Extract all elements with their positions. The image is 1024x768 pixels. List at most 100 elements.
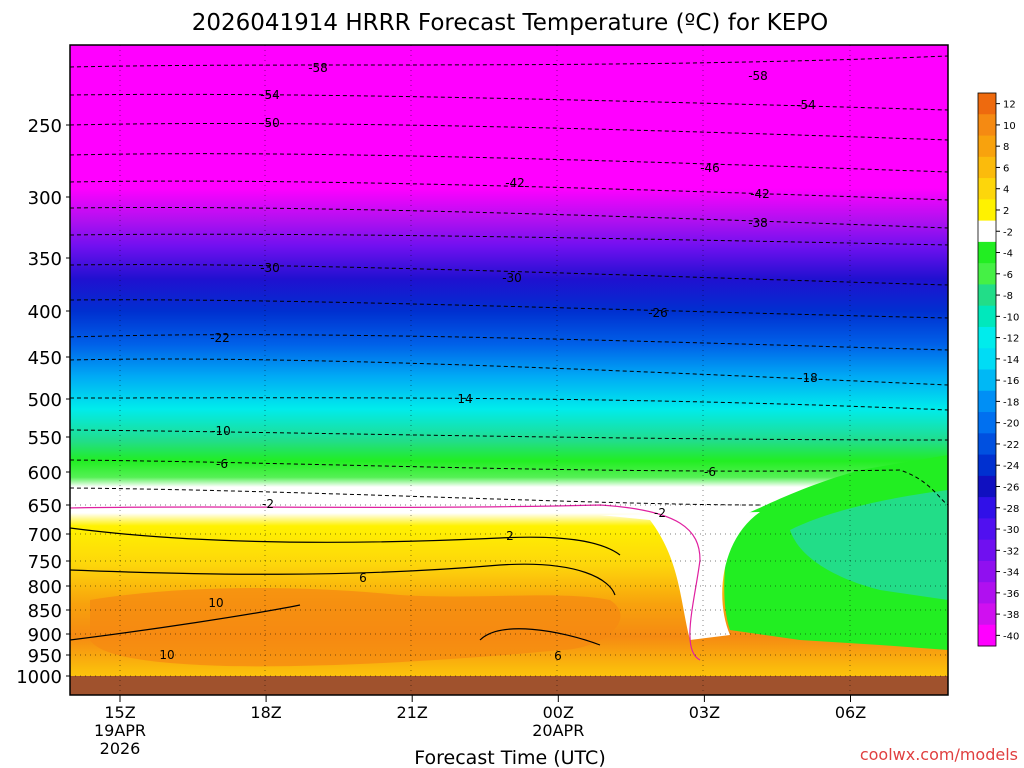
x-tick-sublabel: 2026 [100,739,141,758]
legend-label: 4 [1003,185,1009,196]
contour-label: -30 [260,261,280,275]
contour-label: -50 [260,116,280,130]
x-tick-sublabel: 19APR [94,721,146,740]
legend-swatch [978,305,996,328]
legend-swatch [978,497,996,519]
contour-label: -42 [750,187,770,201]
contour-label: -58 [308,61,328,75]
contour-label: 6 [359,571,367,585]
legend-swatch [978,412,996,434]
contour-label: -2 [654,506,666,520]
legend-swatch [978,263,996,285]
x-tick-label: 18Z [250,703,281,722]
legend-label: 8 [1003,142,1009,153]
legend-swatch [978,433,996,456]
legend-label: -22 [1003,440,1019,451]
contour-label: -54 [260,88,280,102]
legend-label: -32 [1003,546,1019,557]
near-zero-region [600,512,760,640]
contour-label: -30 [502,271,522,285]
y-tick-label: 500 [28,390,62,411]
legend-label: -16 [1003,376,1019,387]
ground-surface [70,676,948,695]
credit-text[interactable]: coolwx.com/models [860,745,1018,764]
legend-label: -10 [1003,312,1019,323]
legend-swatch [978,390,996,413]
contour-label: -26 [648,306,668,320]
legend-swatch [978,539,996,562]
legend-label: -4 [1003,249,1013,260]
legend-label: -28 [1003,504,1019,515]
chart-title: 2026041914 HRRR Forecast Temperature (ºC… [192,10,829,36]
y-tick-label: 400 [28,302,62,323]
contour-label: -42 [505,176,525,190]
y-tick-label: 650 [28,496,62,517]
contour-label: 10 [159,648,174,662]
y-tick-label: 250 [28,116,62,137]
contour-label: 10 [208,596,223,610]
legend-swatch [978,348,996,370]
contour-lines [70,55,948,506]
y-tick-label: 800 [28,577,62,598]
legend-swatch [978,93,996,115]
teal-cold-region [790,490,948,600]
y-tick-label: 750 [28,552,62,573]
legend-swatch [978,369,996,392]
legend-swatch [978,241,996,264]
pressure-axis: 250 300 350 400 450 500 550 600 650 700 750 800 850 9… [16,116,70,688]
legend-swatch [978,220,996,243]
y-tick-label: 600 [28,463,62,484]
grid-lines [119,45,851,695]
contour-label: -18 [798,371,818,385]
x-tick-label: 21Z [397,703,428,722]
contour-label: -6 [216,457,228,471]
legend-frame [977,92,997,647]
plot-field: -58-58-54-54-50-46-42-42-38-30-30-26-22-… [70,45,948,695]
legend-swatch [978,199,996,222]
y-tick-label: 850 [28,601,62,622]
y-tick-label: 700 [28,525,62,546]
warm-core-region [90,588,621,667]
legend-label: 2 [1003,206,1009,217]
y-tick-label: 550 [28,428,62,449]
legend-label: -12 [1003,334,1019,345]
legend-label: -8 [1003,291,1013,302]
y-tick-label: 300 [28,188,62,209]
x-axis-title: Forecast Time (UTC) [414,747,605,768]
contour-label-layer: -58-58-54-54-50-46-42-42-38-30-30-26-22-… [159,61,817,663]
contour-label: -6 [704,465,716,479]
legend-label: -2 [1003,227,1013,238]
legend-label: -14 [1003,355,1019,366]
legend-swatch [978,454,996,477]
x-tick-label: 15Z [104,703,135,722]
legend-swatch [978,156,996,179]
y-tick-label: 350 [28,249,62,270]
y-tick-label: 900 [28,625,62,646]
legend-swatch [978,135,996,158]
legend-label: 6 [1003,163,1009,174]
contour-label: -54 [796,98,816,112]
y-tick-label: 450 [28,348,62,369]
plot-frame [69,44,949,696]
color-legend: 12 10 8 6 4 2 -2 -4 -6 -8 -10 -12 -14 -16 -18 -20 -22 -24… [977,92,1019,647]
legend-label: -18 [1003,397,1019,408]
x-tick-label: 06Z [835,703,866,722]
x-tick-label: 03Z [689,703,720,722]
contour-label: 6 [554,649,562,663]
legend-swatch [978,582,996,604]
legend-swatch [978,326,996,349]
legend-swatch [978,603,996,626]
contour-label: -10 [211,424,231,438]
x-tick-sublabel: 20APR [532,721,584,740]
legend-label: -6 [1003,270,1013,281]
contour-label: 14 [457,392,472,406]
x-tick-label: 00Z [543,703,574,722]
legend-swatch [978,178,996,200]
legend-swatch [978,284,996,307]
legend-label: -40 [1003,631,1019,642]
contour-label: -38 [748,216,768,230]
warm-contours [70,527,621,646]
legend-swatch [978,114,996,137]
